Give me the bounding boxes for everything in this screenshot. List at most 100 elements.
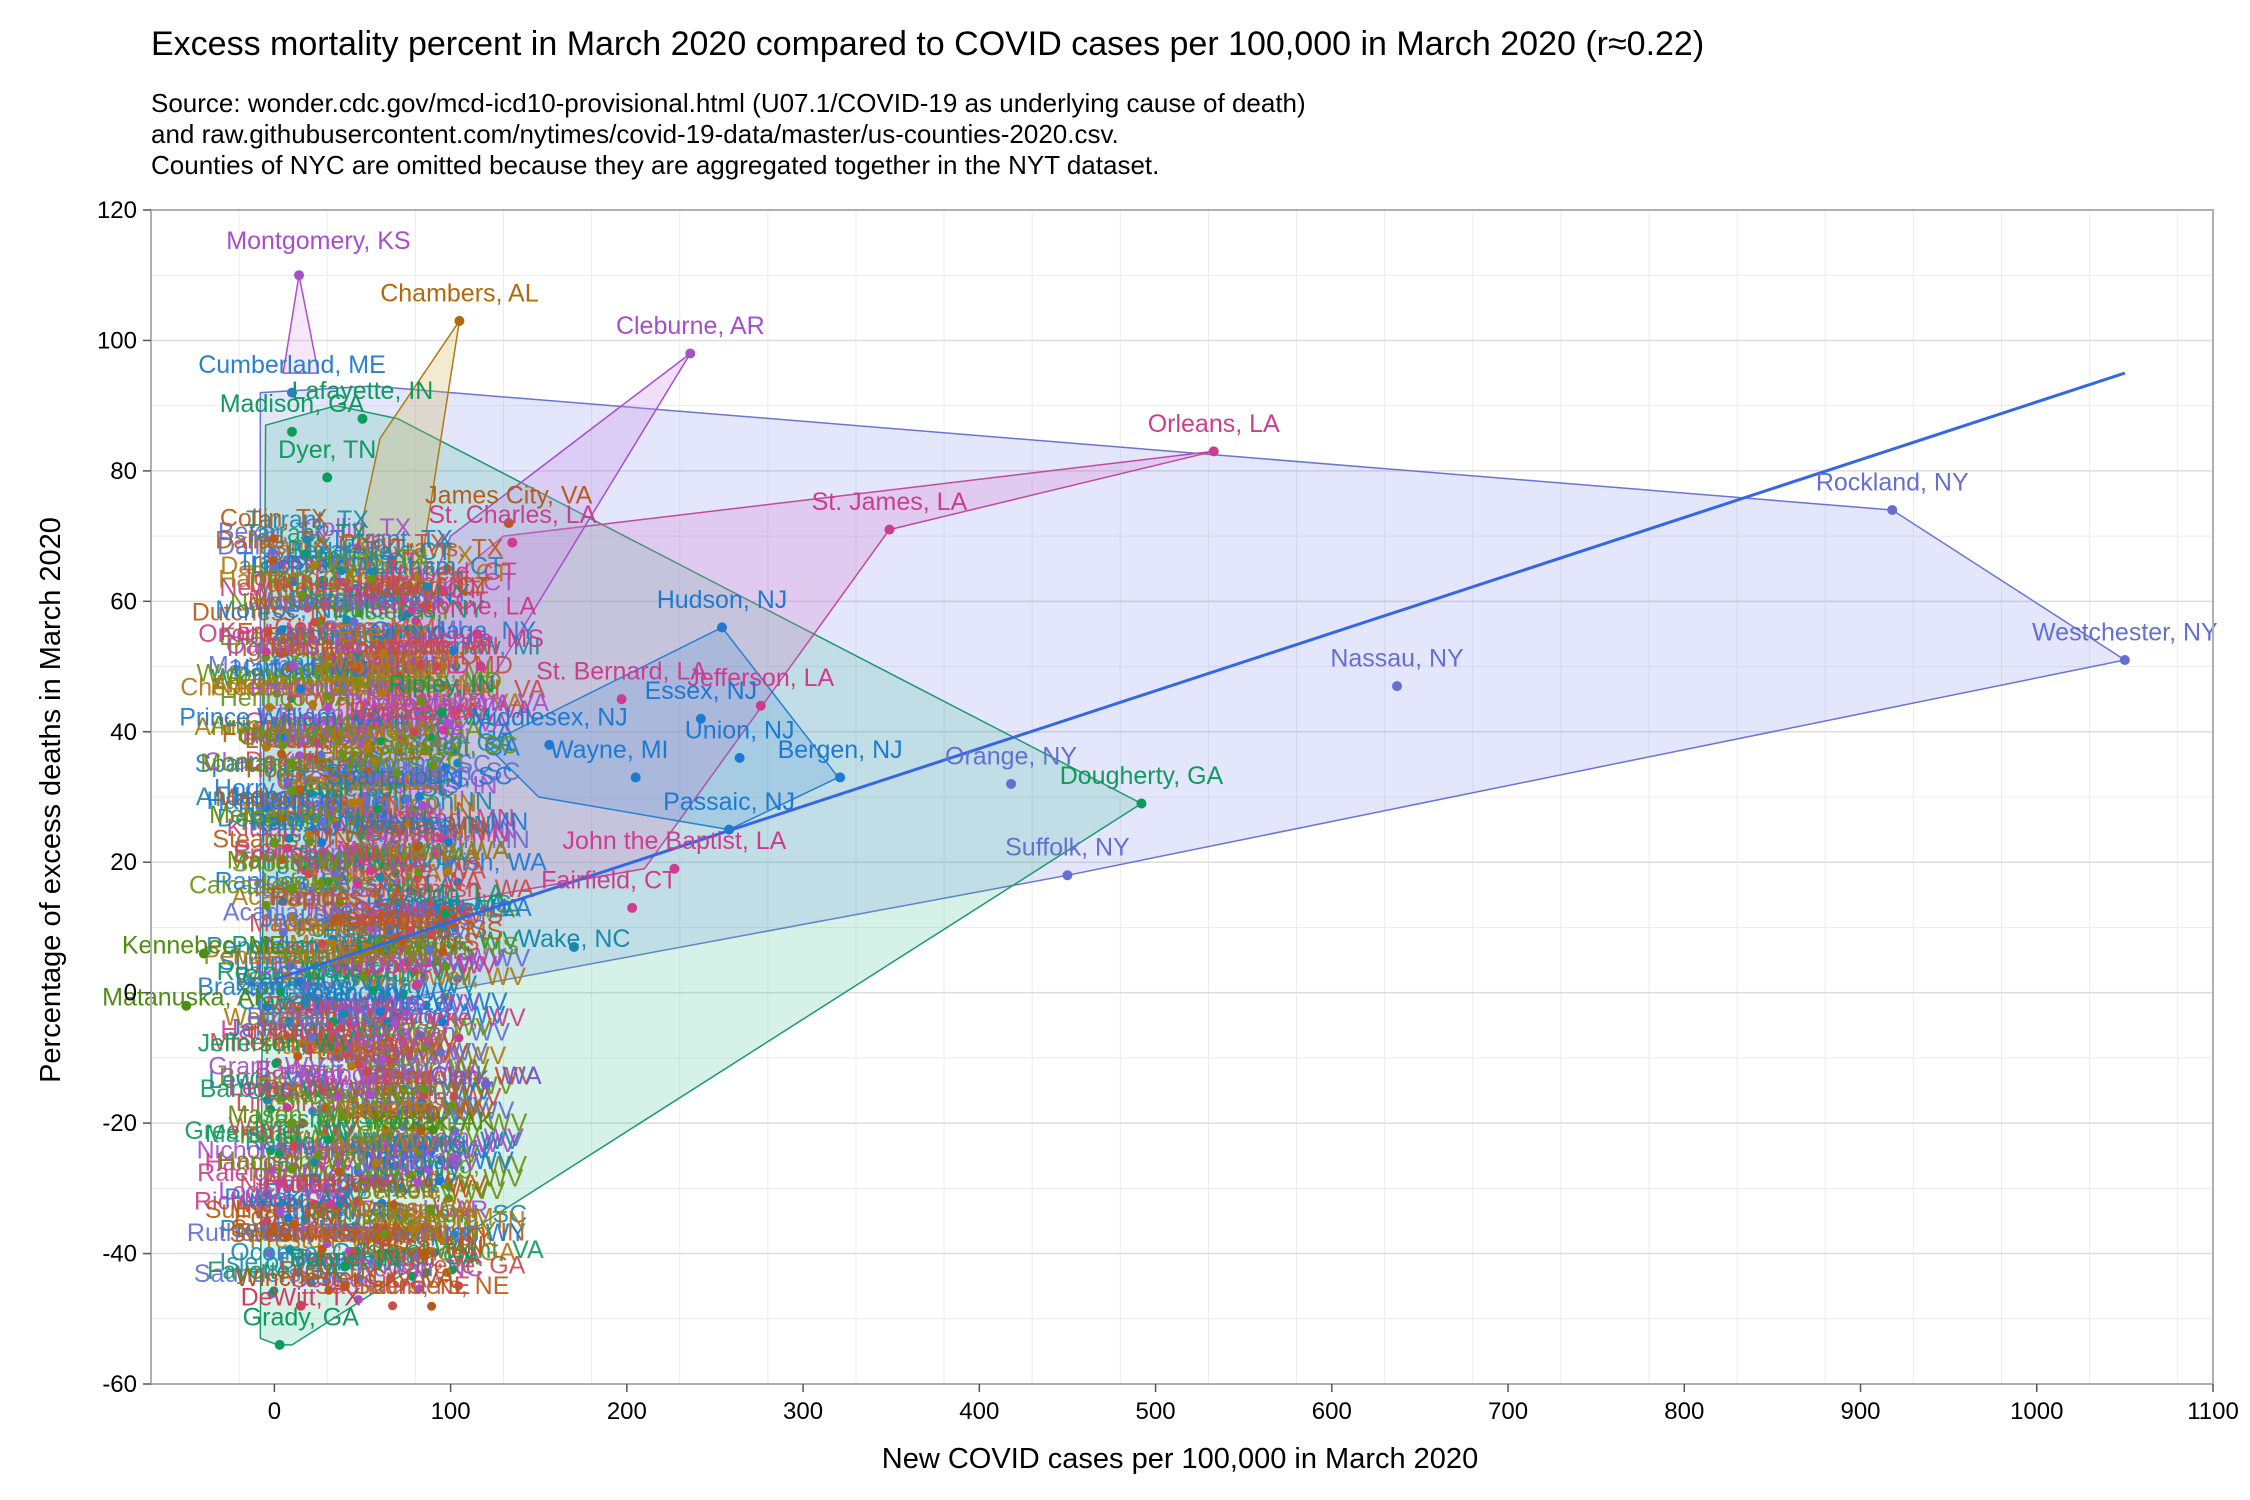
data-point-label: Matanuska, AK [102, 984, 270, 1012]
cluster-point [266, 1104, 276, 1114]
cluster-point [425, 897, 435, 907]
cluster-point [383, 1018, 393, 1028]
cluster-point-label: Taylor, WV [370, 1073, 490, 1101]
x-tick-label: 1000 [2010, 1398, 2063, 1425]
cluster-point [405, 1067, 415, 1077]
cluster-point [385, 1131, 395, 1141]
data-point-label: Montgomery, KS [226, 227, 410, 255]
plot-border [150, 209, 2214, 1385]
data-point [1392, 681, 1403, 692]
cluster-point-label: Caddo, LA [386, 880, 504, 908]
cluster-point [365, 1090, 375, 1100]
cluster-point [283, 1232, 293, 1242]
cluster-point-label: Dutchess, NY [249, 570, 402, 598]
cluster-point [390, 700, 400, 710]
cluster-point-label: Rowan, NC [296, 1245, 424, 1273]
cluster-point-label: Harford, MD [232, 655, 368, 683]
cluster-point [334, 678, 344, 688]
cluster-point [267, 1165, 277, 1175]
cluster-point [403, 818, 413, 828]
cluster-point [396, 595, 406, 605]
cluster-point-label: Olmsted, MN [364, 820, 510, 848]
cluster-point [414, 1150, 424, 1160]
cluster-point-label: Putnam, WV [276, 1156, 417, 1184]
cluster-point-label: Spokane, WA [334, 856, 486, 884]
data-point [835, 772, 846, 783]
data-point-label: Lafayette, IN [292, 377, 434, 405]
cluster-point [309, 561, 319, 571]
cluster-point [332, 821, 342, 831]
cluster-point [416, 1126, 426, 1136]
cluster-point [449, 1091, 459, 1101]
x-tick-label: 500 [1136, 1398, 1176, 1425]
cluster-point-label: Harrison, MS [366, 891, 512, 919]
cluster-point [301, 549, 311, 559]
data-point [286, 883, 297, 894]
data-point-label: Wayne, MI [550, 736, 669, 764]
data-point-label: Cumberland, ME [198, 351, 386, 379]
cluster-point-label: Johnson, IN [360, 787, 493, 815]
cluster-point [330, 961, 340, 971]
cluster-point-label: Richland, SC [381, 1201, 527, 1229]
y-tick-label: 20 [110, 849, 137, 876]
cluster-point [274, 1149, 284, 1159]
cluster-point-label: Hamilton, IN [206, 787, 344, 815]
cluster-point-label: Walker, GA [350, 1195, 476, 1223]
cluster-point [321, 1104, 331, 1114]
cluster-point [370, 756, 380, 766]
cluster-point [322, 729, 332, 739]
cluster-point [336, 566, 346, 576]
cluster-point [333, 913, 343, 923]
cluster-point [424, 588, 434, 598]
cluster-point [316, 849, 326, 859]
cluster-point [366, 923, 376, 933]
cluster-point-label: Carroll, MD [281, 657, 407, 685]
cluster-point [432, 849, 442, 859]
cluster-point [314, 737, 324, 747]
cluster-point-label: York, SC [261, 760, 359, 788]
cluster-point [367, 574, 377, 584]
cluster-point [286, 693, 296, 703]
data-point-label: Ripley, IN [389, 671, 496, 699]
cluster-point [352, 650, 362, 660]
cluster-point-label: Cabell, WV [332, 1132, 457, 1160]
x-tick-label: 400 [959, 1398, 999, 1425]
cluster-point [277, 625, 287, 635]
data-point [286, 387, 297, 398]
data-point [322, 472, 333, 483]
cluster-point-label: Berkeley, WV [356, 1177, 506, 1205]
data-point [734, 752, 745, 763]
cluster-point [351, 662, 361, 672]
chart-subtitle-line-2: and raw.githubusercontent.com/nytimes/co… [151, 119, 1119, 149]
cluster-point [396, 827, 406, 837]
cluster-point-label: Tangipahoa, LA [293, 843, 467, 871]
cluster-point [316, 1249, 326, 1259]
cluster-point [405, 885, 415, 895]
axis-layer: 0 100 200 300 400 500 600 700 800 900 1000 1100-60-… [97, 197, 2239, 1425]
cluster-point-label: Gwinnett, GA [371, 734, 520, 762]
cluster-point-label: Snohomish, WA [356, 875, 535, 903]
cluster-point-label: Madison, IN [215, 784, 348, 812]
cluster-point [313, 1150, 323, 1160]
cluster-point-label: Barbour, WV [200, 1075, 342, 1103]
cluster-point [285, 1244, 295, 1254]
cluster-point-label: Harris, TX [315, 545, 427, 573]
data-point-label: Dyer, TN [278, 436, 376, 464]
cluster-point [330, 868, 340, 878]
cluster-point-label: Wicomico, MD [341, 668, 502, 696]
cluster-point [393, 779, 403, 789]
cluster-point-label: Ingham, MI [227, 634, 352, 662]
data-point [286, 759, 297, 770]
cluster-point-label: Tolland, CT [241, 564, 367, 592]
cluster-point-label: Hennepin, MN [358, 816, 518, 844]
cluster-point [353, 880, 363, 890]
cluster-point-label: Tyler, WV [329, 1026, 436, 1054]
cluster-point-label: Monroe, NY [254, 587, 388, 615]
x-tick-label: 900 [1840, 1398, 1880, 1425]
chart-subtitle-line-1: Source: wonder.cdc.gov/mcd-icd10-provisi… [151, 88, 1306, 118]
cluster-point-label: Onondaga, NY [274, 621, 440, 649]
data-point [436, 707, 447, 718]
cluster-point [353, 1196, 363, 1206]
cluster-point [318, 580, 328, 590]
cluster-point-label: Tarrant, TX [330, 525, 454, 553]
